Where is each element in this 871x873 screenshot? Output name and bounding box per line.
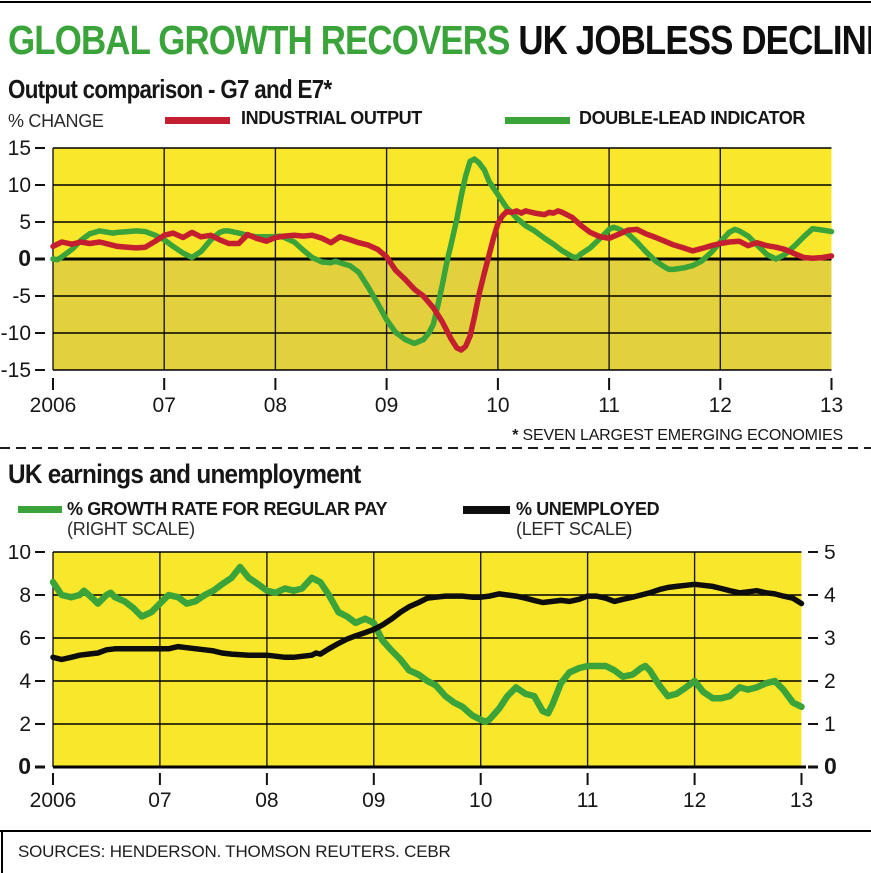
chart2-title-text: UK earnings and unemployment xyxy=(8,459,361,489)
industrial-output-swatch xyxy=(165,117,230,124)
title-space xyxy=(509,17,518,63)
svg-text:11: 11 xyxy=(598,394,620,417)
section-divider xyxy=(0,447,871,449)
pay-growth-legend-label: % GROWTH RATE FOR REGULAR PAY xyxy=(67,499,388,519)
page-title-black: UK JOBLESS DECLINE xyxy=(518,17,871,63)
svg-text:08: 08 xyxy=(255,789,278,812)
chart1-axis-label: % CHANGE xyxy=(8,111,104,131)
svg-text:8: 8 xyxy=(19,584,31,607)
svg-text:13: 13 xyxy=(790,789,813,812)
chart2-title: UK earnings and unemployment xyxy=(8,459,400,490)
svg-text:5: 5 xyxy=(19,211,31,234)
footnote-star: * xyxy=(512,427,519,444)
top-rule xyxy=(0,1,871,3)
chart1-footnote: * SEVEN LARGEST EMERGING ECONOMIES xyxy=(512,427,843,445)
svg-text:07: 07 xyxy=(153,394,176,417)
svg-text:4: 4 xyxy=(824,584,836,607)
svg-text:0: 0 xyxy=(824,753,837,779)
svg-text:08: 08 xyxy=(264,394,287,417)
svg-text:10: 10 xyxy=(486,394,509,417)
unemployed-line xyxy=(50,581,805,663)
svg-text:-15: -15 xyxy=(1,359,31,382)
double-lead-legend-label: DOUBLE-LEAD INDICATOR xyxy=(579,108,805,128)
sources-left-tick xyxy=(1,830,3,873)
svg-text:10: 10 xyxy=(8,174,31,197)
svg-text:-5: -5 xyxy=(12,285,31,308)
svg-text:15: 15 xyxy=(8,140,31,160)
svg-text:1: 1 xyxy=(824,713,836,736)
unemployed-swatch xyxy=(463,506,510,514)
svg-text:12: 12 xyxy=(683,789,706,812)
unemployed-scale-note: (LEFT SCALE) xyxy=(516,519,633,539)
svg-text:12: 12 xyxy=(709,394,732,417)
svg-text:5: 5 xyxy=(824,545,836,564)
chart1-title: Output comparison - G7 and E7* xyxy=(8,74,384,105)
growth-rate-for-regular-pay-line xyxy=(49,563,805,726)
svg-text:4: 4 xyxy=(19,670,31,693)
svg-text:10: 10 xyxy=(469,789,492,812)
industrial-output-line xyxy=(50,208,835,353)
svg-text:3: 3 xyxy=(824,627,836,650)
svg-text:10: 10 xyxy=(8,545,31,564)
chart1-title-text: Output comparison - G7 and E7* xyxy=(8,74,332,104)
svg-text:2: 2 xyxy=(19,713,31,736)
svg-text:09: 09 xyxy=(375,394,398,417)
pay-growth-scale-note: (RIGHT SCALE) xyxy=(67,519,195,539)
page-title-green: GLOBAL GROWTH RECOVERS xyxy=(8,17,510,63)
svg-text:2006: 2006 xyxy=(30,789,77,812)
sources-text: SOURCES: HENDERSON. THOMSON REUTERS. CEB… xyxy=(18,842,451,861)
page-title: GLOBAL GROWTH RECOVERS UK JOBLESS DECLIN… xyxy=(8,18,871,62)
industrial-output-legend-label: INDUSTRIAL OUTPUT xyxy=(241,108,422,128)
svg-text:0: 0 xyxy=(18,245,31,271)
svg-text:11: 11 xyxy=(577,789,599,812)
svg-text:2006: 2006 xyxy=(30,394,77,417)
double-lead-swatch xyxy=(505,117,570,124)
double-lead-indicator-line xyxy=(50,156,835,347)
pay-growth-swatch xyxy=(18,506,62,513)
svg-text:-10: -10 xyxy=(1,322,31,345)
unemployed-legend-label: % UNEMPLOYED xyxy=(516,499,660,519)
svg-text:2: 2 xyxy=(824,670,836,693)
footnote-text: SEVEN LARGEST EMERGING ECONOMIES xyxy=(518,427,844,444)
svg-text:0: 0 xyxy=(18,753,31,779)
svg-text:13: 13 xyxy=(820,394,843,417)
sources-rule xyxy=(0,830,871,832)
svg-text:07: 07 xyxy=(148,789,171,812)
svg-text:6: 6 xyxy=(19,627,31,650)
output-comparison-chart: 15 10 5 0 -5 -10 -15 2006 07 08 09 10 11 12 13 xyxy=(1,140,844,417)
svg-text:09: 09 xyxy=(362,789,385,812)
